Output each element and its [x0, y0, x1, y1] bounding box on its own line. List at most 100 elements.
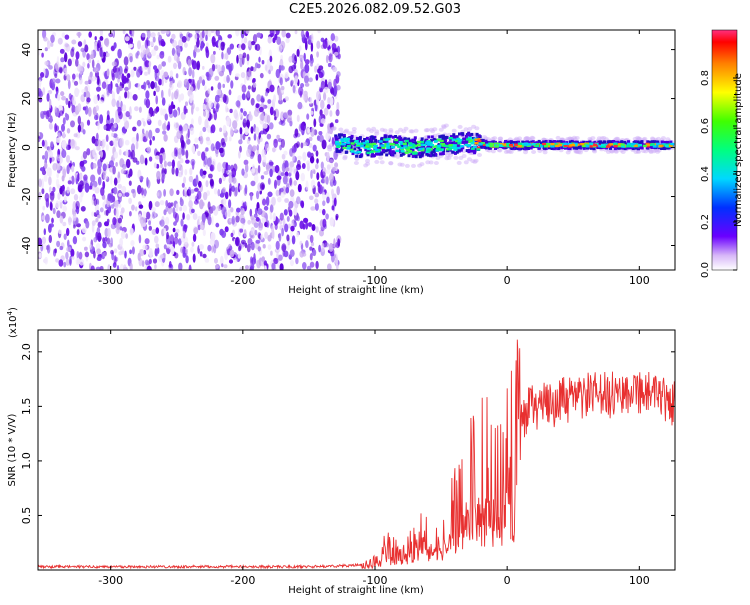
- spectrogram-signal: [618, 143, 622, 146]
- spectrogram-speckle: [96, 86, 101, 93]
- spectrogram-speckle: [306, 265, 312, 270]
- spectrogram-signal: [601, 143, 605, 147]
- spectrogram-signal: [336, 145, 341, 148]
- spectrogram-halo: [632, 136, 638, 141]
- spectrogram-signal: [451, 138, 456, 141]
- spectrogram-halo: [490, 149, 496, 154]
- spectrogram-speckle: [177, 151, 182, 160]
- spectrogram-speckle: [205, 42, 209, 48]
- spectrogram-speckle: [128, 44, 132, 49]
- spectrogram-speckle: [219, 192, 225, 198]
- spectrogram-speckle: [297, 101, 303, 110]
- spectrogram-speckle: [335, 256, 338, 266]
- spectrogram-speckle: [231, 215, 235, 225]
- spectrogram-speckle: [72, 213, 77, 222]
- spectrogram-speckle: [156, 54, 160, 60]
- y-tick-label: -40: [20, 237, 33, 255]
- spectrogram-speckle: [255, 217, 260, 222]
- spectrogram-speckle: [314, 65, 318, 73]
- spectrogram-speckle: [332, 66, 338, 72]
- spectrogram-band: [660, 140, 664, 144]
- spectrogram-speckle: [131, 204, 135, 211]
- spectrogram-signal: [593, 143, 598, 147]
- spectrogram-speckle: [329, 217, 334, 227]
- spectrogram-band: [413, 136, 417, 140]
- spectrogram-speckle: [131, 246, 135, 255]
- snr-marks: [38, 339, 675, 570]
- spectrogram-speckle: [323, 176, 327, 184]
- spectrogram-band: [444, 136, 448, 139]
- spectrogram-band: [540, 141, 543, 145]
- spectrogram-speckle: [204, 85, 207, 91]
- spectrogram-speckle: [86, 53, 90, 61]
- spectrogram-speckle: [251, 217, 257, 225]
- spectrogram-band: [535, 141, 539, 145]
- spectrogram-speckle: [293, 207, 297, 216]
- spectrogram-speckle: [192, 213, 198, 220]
- spectrogram-speckle: [86, 119, 91, 126]
- spectrogram-speckle: [142, 211, 147, 219]
- spectrogram-speckle: [242, 118, 247, 123]
- spectrogram-speckle: [128, 197, 133, 204]
- spectrogram-speckle: [139, 154, 145, 165]
- spectrogram-speckle: [114, 199, 119, 209]
- spectrogram-speckle: [304, 59, 310, 65]
- spectrogram-speckle: [46, 167, 52, 177]
- spectrogram-halo: [467, 126, 473, 131]
- spectrogram-speckle: [44, 150, 49, 161]
- spectrogram-band: [462, 137, 466, 141]
- spectrogram-signal: [613, 143, 618, 146]
- spectrogram-speckle: [48, 65, 53, 70]
- spectrogram-signal: [343, 137, 348, 140]
- spectrogram-band: [607, 140, 611, 144]
- spectrogram-speckle: [79, 77, 83, 85]
- spectrogram-speckle: [150, 32, 156, 38]
- spectrogram-speckle: [238, 245, 241, 252]
- spectrogram-band: [603, 140, 607, 144]
- spectrogram-speckle: [43, 174, 48, 182]
- spectrogram-speckle: [297, 183, 302, 193]
- spectrogram-speckle: [57, 192, 61, 200]
- spectrogram-speckle: [81, 165, 86, 172]
- spectrogram-speckle: [222, 94, 227, 103]
- spectrogram-speckle: [291, 235, 296, 245]
- spectrogram-speckle: [300, 30, 305, 38]
- spectrogram-speckle: [115, 208, 119, 219]
- spectrogram-speckle: [304, 82, 310, 87]
- spectrogram-band: [466, 140, 470, 143]
- spectrogram-speckle: [207, 88, 211, 94]
- spectrogram-speckle: [147, 82, 151, 89]
- spectrogram-signal: [601, 145, 606, 148]
- spectrogram-speckle: [91, 59, 95, 69]
- spectrogram-speckle: [138, 204, 144, 209]
- spectrogram-signal: [394, 138, 399, 142]
- spectrogram-speckle: [48, 151, 54, 158]
- spectrogram-speckle: [135, 140, 139, 150]
- y-tick-label: 1.0: [20, 452, 33, 470]
- spectrogram-speckle: [138, 106, 142, 113]
- spectrogram-speckle: [55, 86, 59, 92]
- spectrogram-signal: [349, 148, 354, 152]
- spectrogram-band: [395, 139, 399, 143]
- spectrogram-speckle: [119, 137, 124, 147]
- spectrogram-halo: [573, 149, 579, 154]
- spectrogram-speckle: [234, 186, 238, 197]
- spectrogram-speckle: [300, 60, 304, 70]
- spectrogram-speckle: [91, 211, 95, 217]
- spectrogram-speckle: [131, 136, 137, 144]
- spectrogram-speckle: [61, 149, 67, 158]
- spectrogram-speckle: [97, 139, 102, 147]
- spectrogram-speckle: [315, 226, 319, 233]
- spectrogram-speckle: [52, 207, 56, 215]
- spectrogram-speckle: [173, 236, 179, 245]
- spectrogram-signal: [511, 143, 516, 146]
- spectrogram-speckle: [174, 232, 179, 238]
- spectrogram-speckle: [144, 259, 149, 266]
- spectrogram-band: [477, 134, 481, 138]
- spectrogram-halo: [366, 127, 372, 132]
- spectrogram-halo: [451, 128, 457, 133]
- spectrogram-speckle: [126, 73, 131, 79]
- spectrogram-band: [426, 145, 430, 149]
- spectrogram-speckle: [273, 110, 277, 117]
